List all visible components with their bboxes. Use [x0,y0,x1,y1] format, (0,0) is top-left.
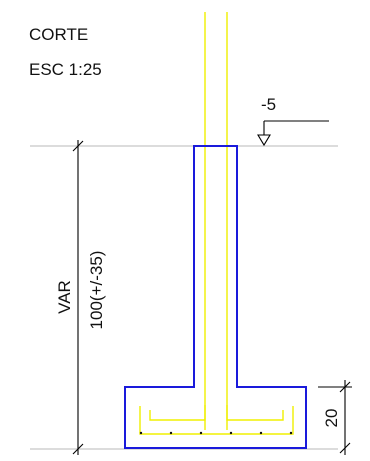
right-dimension-tick-top [339,381,351,393]
right-dimension-tick-bottom [339,442,351,454]
dimension-value-thickness: 20 [322,409,341,428]
level-marker-value: -5 [261,95,276,114]
rebar-dot [289,431,293,435]
level-marker [257,120,329,147]
footing-outline [124,145,307,449]
rebar-dot [199,431,203,435]
left-dimension-tick-top [72,140,84,152]
dimension-label-var: VAR [55,280,74,314]
left-dimension-tick-bottom [72,443,84,455]
stem-rebars [204,12,228,430]
left-hook-rebar [149,405,206,421]
title-corte: CORTE [29,25,89,44]
rebar-dot [229,431,233,435]
right-dimension [318,380,352,455]
dimension-value-height: 100(+/-35) [87,251,106,330]
rebar-dot [169,431,173,435]
right-hook-rebar [226,405,284,421]
rebar-dot [139,431,143,435]
footing-reinforcement [139,405,294,435]
rebar-dots [139,431,293,435]
rebar-dot [259,431,263,435]
bottom-rebar [139,406,294,435]
title-scale: ESC 1:25 [29,60,102,79]
level-marker-triangle [257,134,271,147]
left-dimension [72,140,84,455]
